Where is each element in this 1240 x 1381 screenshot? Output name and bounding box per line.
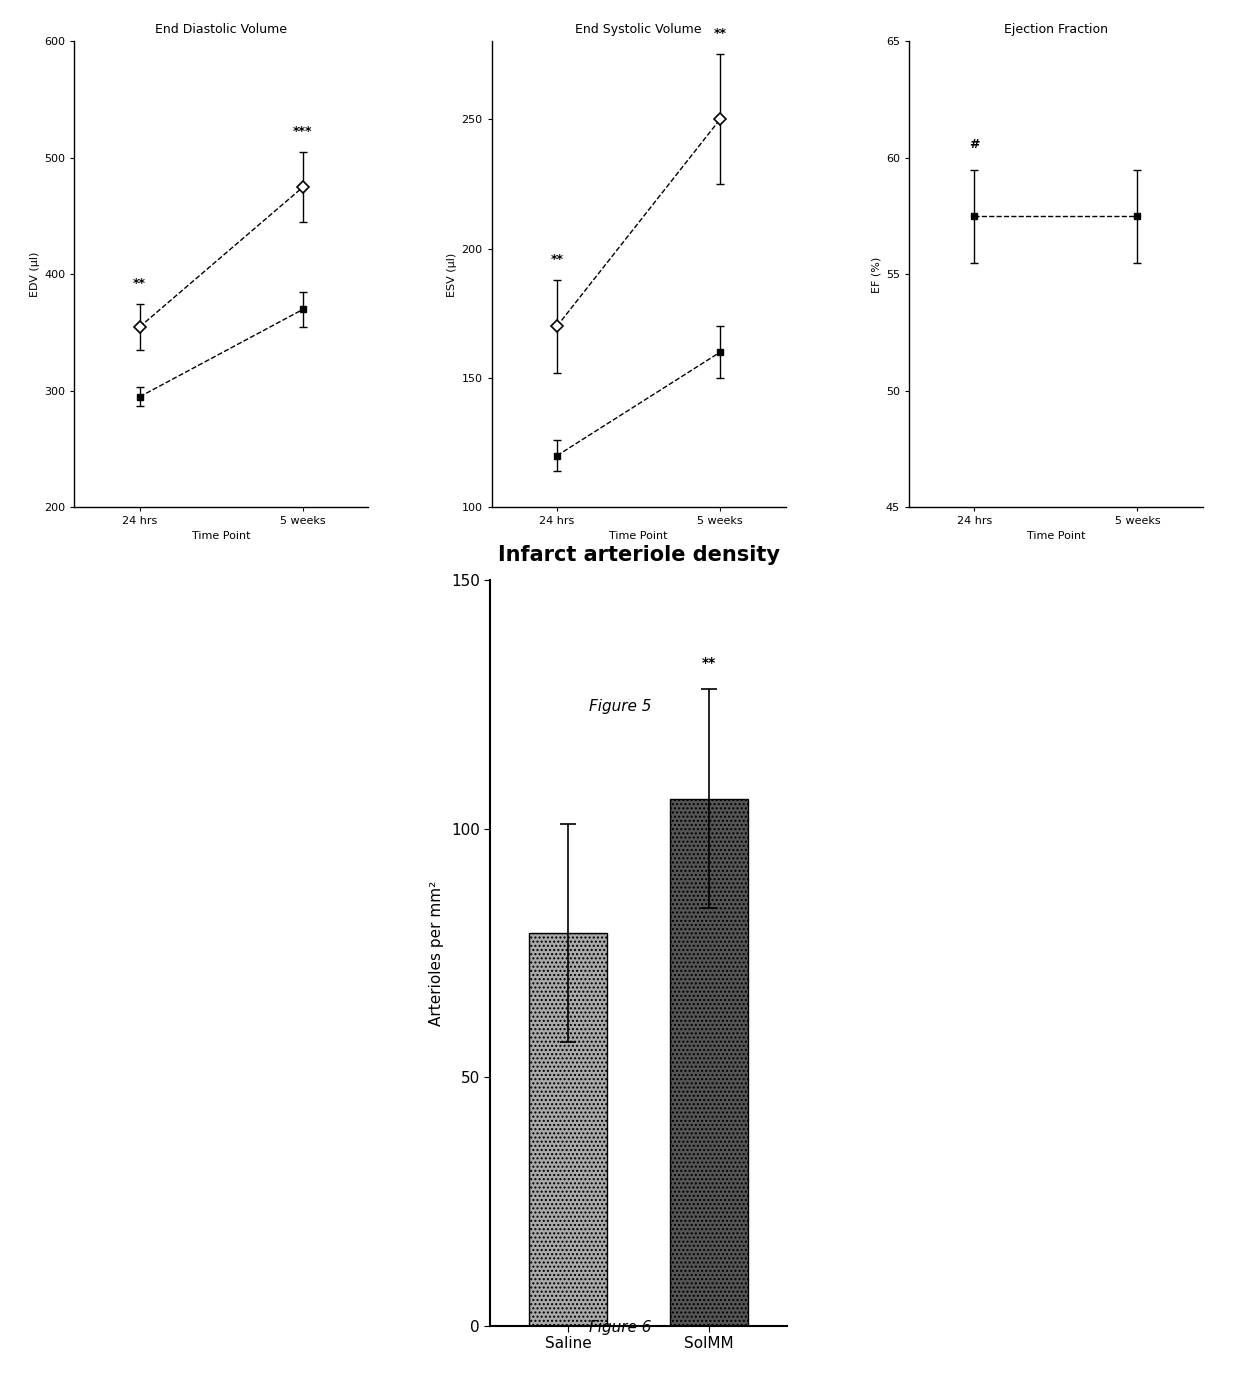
Bar	[671, 798, 748, 1326]
Y-axis label: Arterioles per mm²: Arterioles per mm²	[429, 880, 444, 1026]
Y-axis label: EDV (µl): EDV (µl)	[30, 251, 40, 297]
Text: **: **	[702, 656, 717, 670]
Text: ***: ***	[293, 126, 312, 138]
Text: Figure 5: Figure 5	[589, 699, 651, 714]
Title: Ejection Fraction: Ejection Fraction	[1004, 23, 1107, 36]
Y-axis label: EF (%): EF (%)	[872, 257, 882, 293]
Title: End Systolic Volume: End Systolic Volume	[575, 23, 702, 36]
Y-axis label: ESV (µl): ESV (µl)	[448, 253, 458, 297]
Text: **: **	[551, 253, 563, 265]
X-axis label: Time Point: Time Point	[192, 530, 250, 540]
Bar	[529, 934, 606, 1326]
Title: Infarct arteriole density: Infarct arteriole density	[497, 544, 780, 565]
Text: Figure 6: Figure 6	[589, 1320, 651, 1335]
X-axis label: Time Point: Time Point	[609, 530, 668, 540]
Title: End Diastolic Volume: End Diastolic Volume	[155, 23, 288, 36]
Text: **: **	[133, 276, 146, 290]
Text: **: **	[714, 28, 727, 40]
X-axis label: Time Point: Time Point	[1027, 530, 1085, 540]
Text: #: #	[968, 138, 980, 151]
